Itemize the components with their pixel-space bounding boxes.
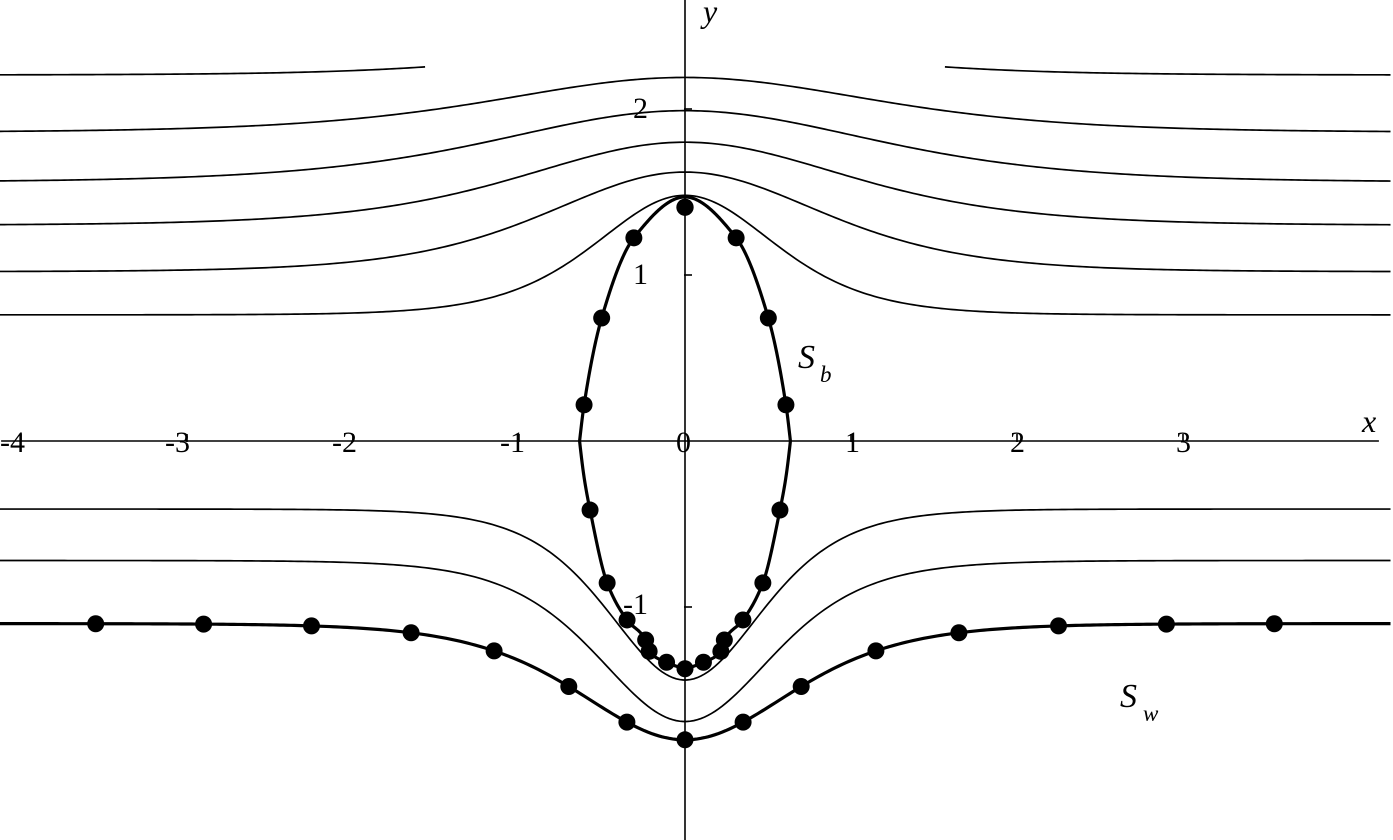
svg-text:b: b bbox=[820, 362, 832, 387]
svg-text:S: S bbox=[798, 339, 815, 376]
svg-text:1: 1 bbox=[845, 426, 860, 459]
svg-text:2: 2 bbox=[1010, 426, 1025, 459]
svg-text:-2: -2 bbox=[332, 426, 357, 459]
svg-text:-1: -1 bbox=[500, 426, 525, 459]
svg-text:2: 2 bbox=[633, 92, 648, 125]
svg-text:y: y bbox=[700, 0, 718, 29]
svg-text:0: 0 bbox=[676, 426, 691, 459]
svg-text:x: x bbox=[1361, 403, 1376, 439]
svg-text:3: 3 bbox=[1176, 426, 1191, 459]
svg-text:w: w bbox=[1143, 701, 1159, 726]
svg-text:-4: -4 bbox=[0, 426, 25, 459]
svg-text:1: 1 bbox=[633, 258, 648, 291]
svg-text:-3: -3 bbox=[165, 426, 190, 459]
svg-text:S: S bbox=[1120, 678, 1137, 715]
svg-text:-1: -1 bbox=[623, 588, 648, 621]
